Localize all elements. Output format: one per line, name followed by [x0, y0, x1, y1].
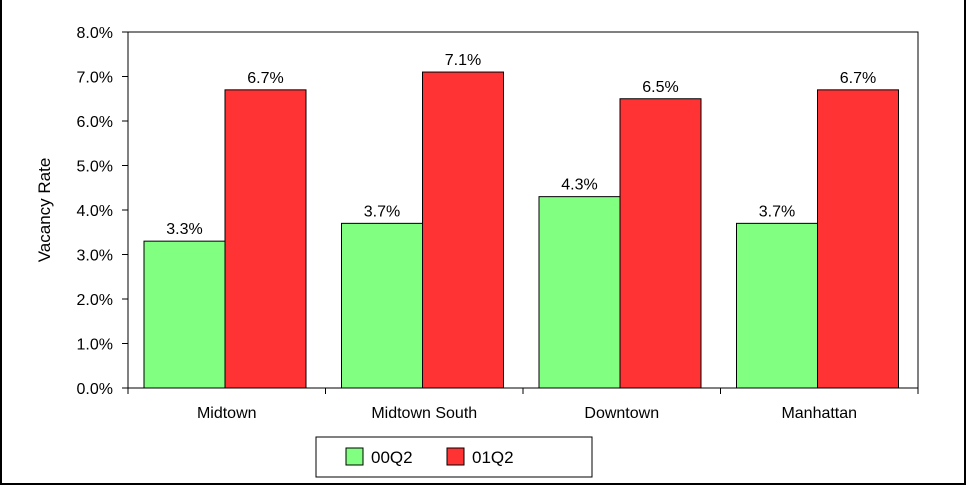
y-tick-label: 4.0% — [77, 203, 113, 220]
bar-value-label: 7.1% — [445, 52, 481, 69]
bar-value-label: 3.7% — [759, 203, 795, 220]
bar-value-label: 3.3% — [166, 221, 202, 238]
legend: 00Q2 01Q2 — [315, 436, 593, 478]
bar-value-label: 6.5% — [642, 79, 678, 96]
bar-value-label: 6.7% — [840, 70, 876, 87]
bar-00Q2-2 — [538, 196, 621, 389]
y-tick-label: 1.0% — [77, 337, 113, 354]
y-tick-label: 2.0% — [77, 292, 113, 309]
bar-01Q2-1 — [422, 71, 504, 389]
x-tick-label: Manhattan — [781, 405, 857, 422]
y-tick-label: 8.0% — [77, 25, 113, 42]
y-tick-label: 5.0% — [77, 159, 113, 176]
bar-01Q2-0 — [224, 89, 307, 389]
bar-00Q2-1 — [341, 222, 423, 389]
legend-swatch-01Q2 — [446, 447, 465, 466]
bar-value-label: 4.3% — [561, 177, 597, 194]
y-tick-label: 6.0% — [77, 114, 113, 131]
bar-01Q2-2 — [619, 98, 702, 389]
y-axis-title: Vacancy Rate — [35, 158, 54, 263]
bar-01Q2-3 — [817, 89, 899, 389]
bar-value-label: 3.7% — [364, 203, 400, 220]
bar-value-label: 6.7% — [247, 70, 283, 87]
bars-layer — [143, 71, 899, 389]
legend-label: 01Q2 — [472, 448, 514, 467]
x-tick-label: Midtown South — [371, 405, 477, 422]
legend-label: 00Q2 — [371, 448, 413, 467]
x-tick-label: Midtown — [197, 405, 257, 422]
y-tick-label: 7.0% — [77, 70, 113, 87]
bar-labels-layer: 3.3% 6.7% 3.7% 7.1% 4.3% 6.5% 3.7% 6.7% — [166, 52, 876, 238]
axes-layer: Midtown Midtown South Downtown Manhattan 0.0… — [77, 25, 919, 422]
bar-00Q2-3 — [736, 222, 818, 389]
bar-00Q2-0 — [143, 240, 226, 389]
y-tick-label: 0.0% — [77, 381, 113, 398]
legend-swatch-00Q2 — [345, 447, 364, 466]
x-tick-label: Downtown — [584, 405, 659, 422]
y-tick-label: 3.0% — [77, 248, 113, 265]
